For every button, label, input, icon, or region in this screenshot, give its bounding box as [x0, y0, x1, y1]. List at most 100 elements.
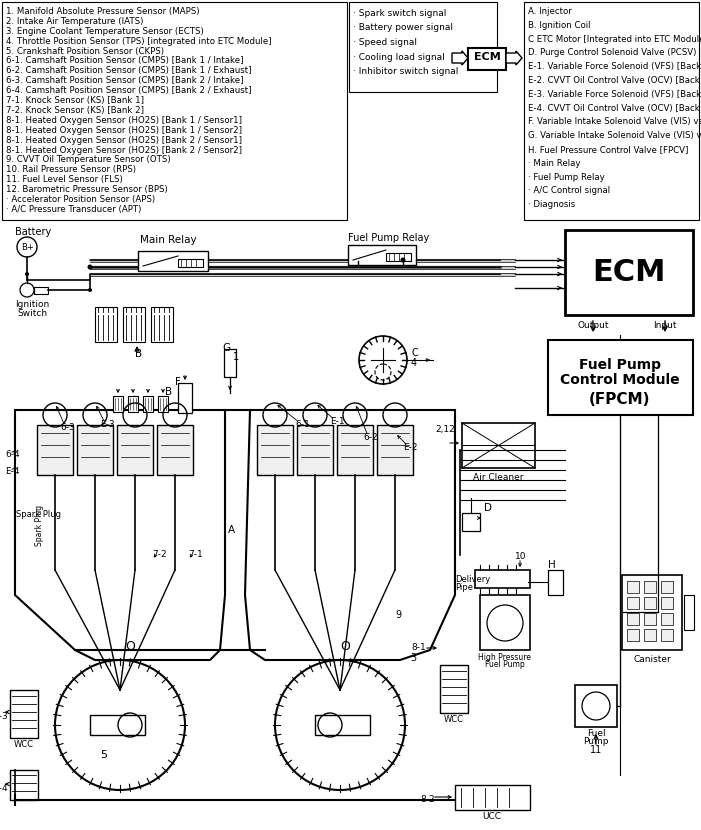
Bar: [575, 685, 617, 727]
Bar: [644, 613, 656, 625]
Text: 8-1. Heated Oxygen Sensor (HO2S) [Bank 1 / Sensor2]: 8-1. Heated Oxygen Sensor (HO2S) [Bank 1…: [6, 126, 242, 134]
Text: 6-4: 6-4: [5, 450, 20, 459]
Bar: [224, 349, 236, 377]
Text: 5. Crankshaft Position Sensor (CKPS): 5. Crankshaft Position Sensor (CKPS): [6, 46, 164, 56]
Text: (FPCM): (FPCM): [590, 392, 651, 407]
Circle shape: [88, 265, 93, 270]
Bar: [627, 613, 639, 625]
Bar: [627, 581, 639, 593]
Text: Delivery: Delivery: [455, 575, 490, 584]
Text: 11: 11: [590, 745, 602, 755]
Text: · Accelerator Position Sensor (APS): · Accelerator Position Sensor (APS): [6, 195, 155, 204]
Text: 5: 5: [100, 750, 107, 760]
Bar: [10, 770, 38, 800]
Bar: [157, 425, 193, 475]
Text: 6-3: 6-3: [60, 423, 75, 432]
Text: 10: 10: [515, 552, 526, 561]
Bar: [117, 425, 153, 475]
Bar: [440, 665, 468, 713]
Bar: [386, 253, 411, 261]
Bar: [468, 48, 506, 70]
Text: E-2: E-2: [403, 443, 418, 452]
Bar: [178, 383, 192, 413]
Text: 8-3: 8-3: [0, 712, 8, 721]
Text: · A/C Control signal: · A/C Control signal: [528, 187, 610, 195]
Text: Switch: Switch: [17, 309, 47, 318]
Bar: [627, 597, 639, 609]
Bar: [627, 629, 639, 641]
Circle shape: [25, 272, 29, 276]
Text: · Battery power signal: · Battery power signal: [353, 23, 453, 32]
Text: 4. Throttle Position Sensor (TPS) [integrated into ETC Module]: 4. Throttle Position Sensor (TPS) [integ…: [6, 37, 271, 46]
Bar: [462, 513, 480, 531]
Text: · Inhibitor switch signal: · Inhibitor switch signal: [353, 67, 458, 76]
Text: E-4. CVVT Oil Control Valve (OCV) [Back 2 / Exhaust]: E-4. CVVT Oil Control Valve (OCV) [Back …: [528, 104, 701, 113]
Text: 6-4. Camshaft Position Sensor (CMPS) [Bank 2 / Exhaust]: 6-4. Camshaft Position Sensor (CMPS) [Ba…: [6, 86, 252, 95]
Text: Fuel Pump: Fuel Pump: [485, 660, 525, 669]
Text: C: C: [411, 348, 418, 358]
Text: 6-2: 6-2: [363, 433, 378, 442]
Bar: [143, 396, 153, 412]
Text: Air Cleaner: Air Cleaner: [472, 473, 523, 482]
Text: O: O: [340, 640, 350, 653]
Text: Spark Plug: Spark Plug: [36, 505, 44, 545]
Text: Fuel: Fuel: [587, 729, 605, 738]
Text: Fuel Pump Relay: Fuel Pump Relay: [348, 233, 429, 243]
Bar: [151, 307, 173, 342]
Bar: [565, 230, 693, 315]
Bar: [113, 396, 123, 412]
Bar: [661, 581, 673, 593]
Text: C ETC Motor [Integrated into ETC Module]: C ETC Motor [Integrated into ETC Module]: [528, 35, 701, 44]
Bar: [348, 245, 416, 265]
Text: · Spark switch signal: · Spark switch signal: [353, 9, 447, 18]
Bar: [158, 396, 168, 412]
Text: Main Relay: Main Relay: [140, 235, 196, 245]
Text: Ignition: Ignition: [15, 300, 49, 309]
Circle shape: [400, 257, 405, 262]
Text: B+: B+: [20, 242, 34, 251]
Text: 8-1: 8-1: [411, 643, 426, 652]
Bar: [548, 340, 693, 415]
Text: · Cooling load signal: · Cooling load signal: [353, 52, 444, 61]
Text: Pump: Pump: [583, 737, 608, 746]
Text: Input: Input: [653, 321, 676, 330]
Bar: [644, 581, 656, 593]
Text: F. Variable Intake Solenoid Valve (VIS) valve 1: F. Variable Intake Solenoid Valve (VIS) …: [528, 117, 701, 126]
Text: D. Purge Control Solenoid Valve (PCSV): D. Purge Control Solenoid Valve (PCSV): [528, 48, 696, 57]
Text: 7-2. Knock Sensor (KS) [Bank 2]: 7-2. Knock Sensor (KS) [Bank 2]: [6, 106, 144, 115]
Bar: [349, 2, 497, 92]
Text: 8-1. Heated Oxygen Sensor (HO2S) [Bank 2 / Sensor1]: 8-1. Heated Oxygen Sensor (HO2S) [Bank 2…: [6, 135, 242, 144]
Text: B: B: [165, 387, 172, 397]
Text: 7-1. Knock Sensor (KS) [Bank 1]: 7-1. Knock Sensor (KS) [Bank 1]: [6, 96, 144, 105]
Text: B: B: [135, 349, 142, 359]
Text: Output: Output: [577, 321, 608, 330]
Text: H: H: [548, 560, 556, 570]
Bar: [10, 690, 38, 738]
Text: 6-1: 6-1: [295, 420, 310, 429]
Text: 8-1. Heated Oxygen Sensor (HO2S) [Bank 2 / Sensor2]: 8-1. Heated Oxygen Sensor (HO2S) [Bank 2…: [6, 145, 242, 154]
Bar: [2, 2, 347, 220]
Text: E-1. Variable Force Solenoid (VFS) [Back 1 / Intake]: E-1. Variable Force Solenoid (VFS) [Back…: [528, 62, 701, 71]
Text: Canister: Canister: [633, 655, 671, 664]
Bar: [138, 251, 208, 271]
Text: ECM: ECM: [474, 52, 501, 62]
Bar: [90, 259, 515, 262]
Bar: [455, 785, 530, 810]
Text: UCC: UCC: [482, 812, 501, 821]
Bar: [178, 259, 203, 267]
Bar: [524, 2, 699, 220]
Bar: [480, 595, 530, 650]
Bar: [548, 570, 563, 595]
Text: F: F: [175, 377, 181, 387]
Bar: [123, 307, 145, 342]
Text: 8-4: 8-4: [0, 784, 8, 793]
Text: 1. Manifold Absolute Pressure Sensor (MAPS): 1. Manifold Absolute Pressure Sensor (MA…: [6, 7, 200, 16]
Polygon shape: [506, 51, 522, 65]
Text: 7-2: 7-2: [152, 550, 167, 559]
Bar: [462, 423, 535, 468]
Bar: [377, 425, 413, 475]
Text: E-3. Variable Force Solenoid (VFS) [Back 2 / Intake]: E-3. Variable Force Solenoid (VFS) [Back…: [528, 90, 701, 99]
Bar: [34, 287, 48, 294]
Text: E-4: E-4: [5, 467, 20, 476]
Bar: [95, 307, 117, 342]
